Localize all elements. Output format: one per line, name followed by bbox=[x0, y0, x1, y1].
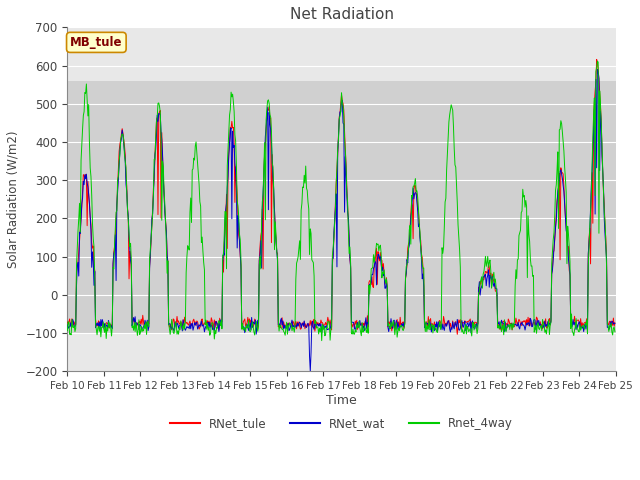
Legend: RNet_tule, RNet_wat, Rnet_4way: RNet_tule, RNet_wat, Rnet_4way bbox=[165, 412, 518, 434]
X-axis label: Time: Time bbox=[326, 394, 357, 407]
Bar bbox=[67, 81, 616, 333]
Title: Net Radiation: Net Radiation bbox=[289, 7, 394, 22]
Y-axis label: Solar Radiation (W/m2): Solar Radiation (W/m2) bbox=[7, 131, 20, 268]
Text: MB_tule: MB_tule bbox=[70, 36, 123, 49]
